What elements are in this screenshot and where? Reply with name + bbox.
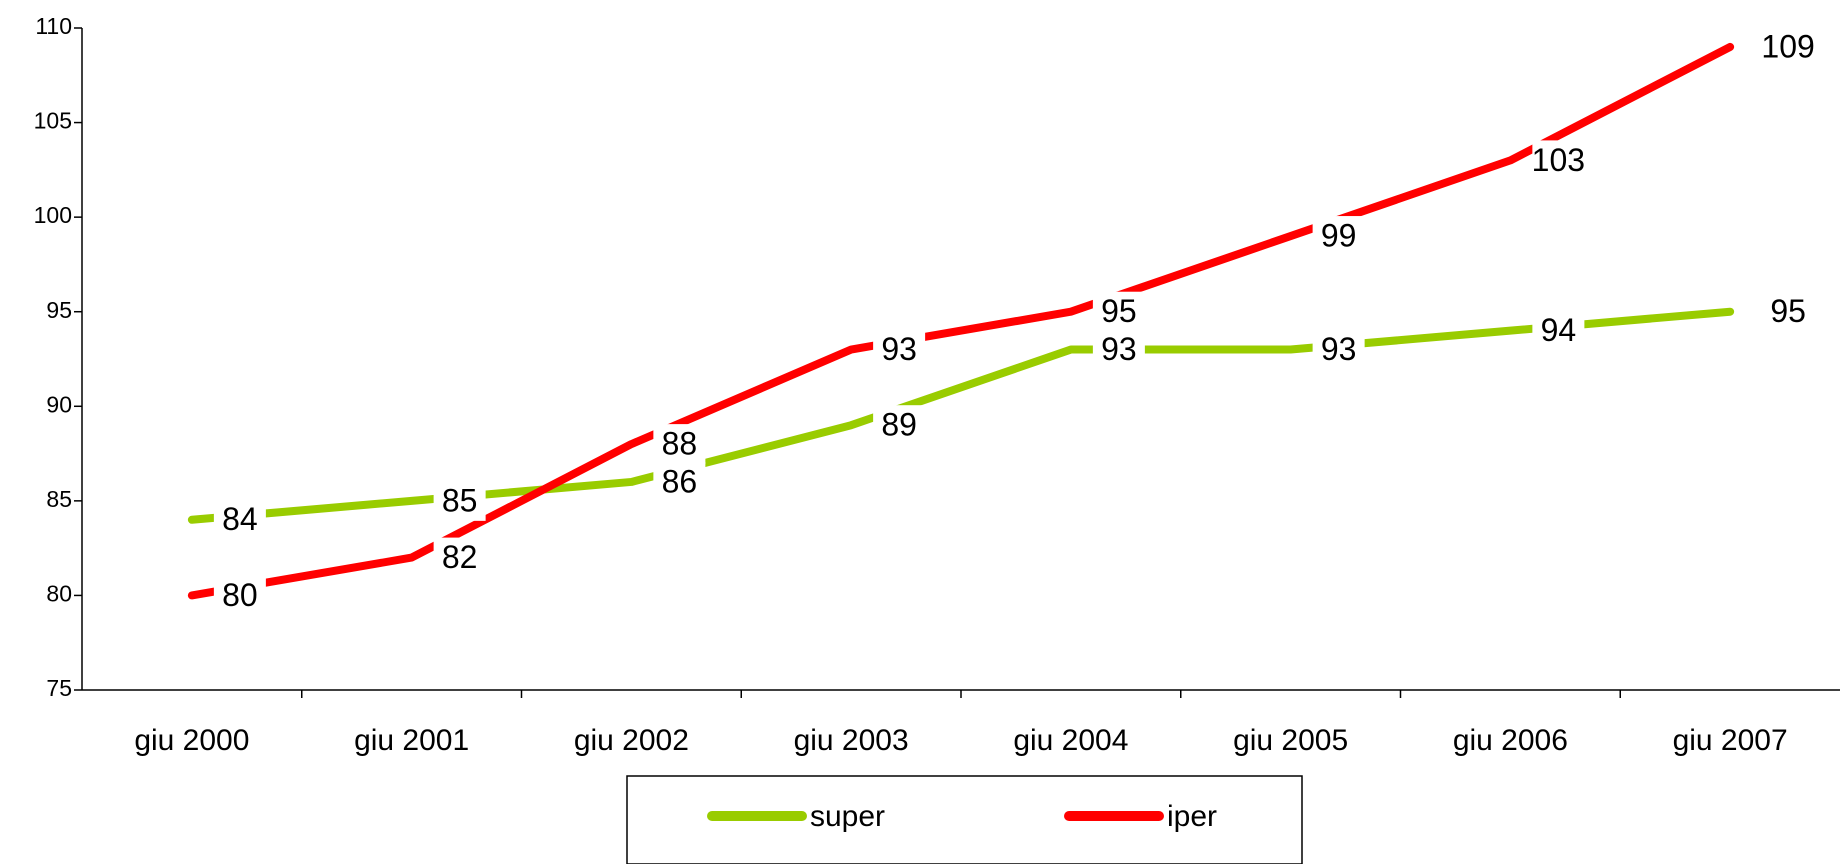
data-label-bg — [1532, 310, 1585, 351]
y-tick-label: 105 — [34, 108, 72, 134]
x-tick-label: giu 2000 — [134, 724, 249, 757]
data-label: 103 — [1532, 142, 1585, 178]
series-line — [187, 307, 1735, 524]
x-tick-label: giu 2002 — [574, 724, 689, 757]
data-label: 93 — [1321, 331, 1357, 367]
data-label-bg — [873, 405, 926, 446]
data-label: 93 — [881, 331, 917, 367]
data-label: 86 — [662, 463, 698, 499]
y-tick-label: 75 — [46, 675, 72, 701]
data-label-bg — [433, 537, 486, 578]
y-tick-label: 80 — [46, 581, 72, 607]
data-label-bg — [1312, 216, 1365, 257]
series-line — [187, 42, 1735, 600]
data-label-bg — [653, 461, 706, 502]
data-label: 93 — [1101, 331, 1137, 367]
data-label: 84 — [222, 501, 258, 537]
data-label: 99 — [1321, 218, 1357, 254]
data-label-bg — [433, 480, 486, 521]
y-tick-label: 110 — [35, 13, 72, 39]
data-label: 95 — [1770, 293, 1806, 329]
data-label-bg — [873, 329, 926, 370]
x-tick-label: giu 2001 — [354, 724, 469, 757]
data-label: 80 — [222, 577, 258, 613]
data-label: 95 — [1101, 293, 1137, 329]
data-label-bg — [213, 575, 266, 616]
data-label: 85 — [442, 482, 478, 518]
data-label: 82 — [442, 539, 478, 575]
legend-label: iper — [1167, 800, 1217, 833]
data-label: 89 — [881, 407, 917, 443]
data-label-bg — [213, 499, 266, 540]
data-label-bg — [1532, 140, 1585, 181]
x-tick-label: giu 2006 — [1453, 724, 1568, 757]
data-label-bg — [1092, 329, 1145, 370]
x-tick-label: giu 2003 — [794, 724, 909, 757]
data-label-bg — [1092, 291, 1145, 332]
y-tick-label: 85 — [46, 486, 72, 512]
y-tick-label: 100 — [34, 202, 72, 228]
y-tick-label: 95 — [46, 297, 72, 323]
x-tick-label: giu 2004 — [1013, 724, 1128, 757]
x-tick-label: giu 2005 — [1233, 724, 1348, 757]
y-tick-label: 90 — [46, 391, 72, 417]
data-label-bg — [653, 424, 706, 465]
data-label: 88 — [662, 426, 698, 462]
x-tick-label: giu 2007 — [1673, 724, 1788, 757]
legend-label: super — [810, 800, 885, 833]
data-label: 94 — [1541, 312, 1577, 348]
data-label-bg — [1312, 329, 1365, 370]
data-label: 109 — [1761, 28, 1814, 64]
